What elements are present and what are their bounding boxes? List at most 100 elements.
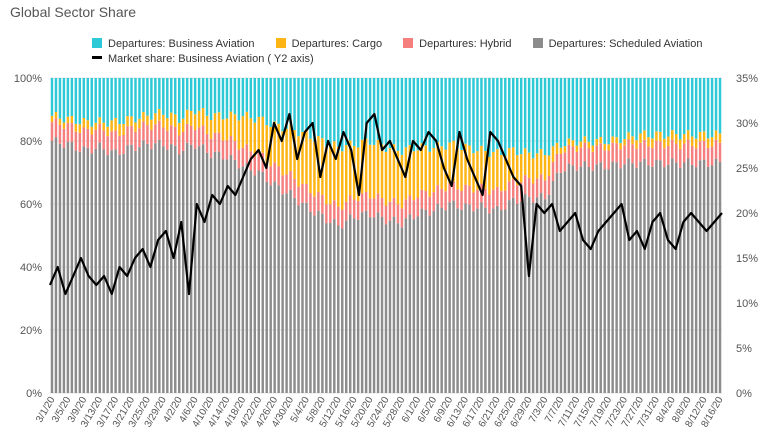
bar-segment-hybrid <box>575 151 579 171</box>
bar-segment-hybrid <box>496 186 499 206</box>
bar-segment-cargo <box>531 158 535 184</box>
bar-segment-cargo <box>456 148 459 190</box>
bar-segment-business <box>170 78 173 113</box>
bar-segment-cargo <box>496 149 499 187</box>
bar-segment-cargo <box>329 145 332 205</box>
bar-segment-hybrid <box>404 199 408 219</box>
legend-item-business[interactable]: Departures: Business Aviation <box>92 38 255 50</box>
bar-segment-business <box>380 78 384 145</box>
bar-segment-business <box>329 78 332 146</box>
bar-segment-hybrid <box>615 143 618 163</box>
bar-segment-scheduled <box>535 197 539 393</box>
bar-segment-cargo <box>253 122 257 157</box>
bar-segment-business <box>690 78 694 137</box>
bar-segment-hybrid <box>619 149 622 169</box>
bar-segment-cargo <box>539 148 543 175</box>
bar-segment-business <box>603 78 606 144</box>
bar-segment-cargo <box>237 120 241 150</box>
bar-segment-scheduled <box>643 158 646 393</box>
bar-segment-hybrid <box>663 148 666 168</box>
bar-segment-scheduled <box>488 213 491 393</box>
bar-segment-cargo <box>193 114 197 130</box>
bar-segment-scheduled <box>356 219 360 393</box>
bar-segment-cargo <box>476 151 479 190</box>
bar-segment-business <box>90 78 93 127</box>
bar-segment-business <box>126 78 129 117</box>
bar-segment-scheduled <box>86 147 90 393</box>
bar-segment-scheduled <box>702 159 706 393</box>
bar-segment-scheduled <box>531 202 535 393</box>
bar-segment-hybrid <box>710 146 714 166</box>
bar-segment-business <box>277 78 280 124</box>
bar-segment-cargo <box>424 145 427 192</box>
bar-segment-scheduled <box>241 166 245 393</box>
bar-segment-hybrid <box>317 191 320 211</box>
bar-segment-cargo <box>631 136 634 145</box>
bar-segment-scheduled <box>432 211 435 393</box>
bar-segment-cargo <box>118 124 121 136</box>
bar-segment-hybrid <box>325 204 328 224</box>
bar-segment-hybrid <box>181 132 185 151</box>
bar-segment-scheduled <box>686 158 690 393</box>
bar-segment-cargo <box>392 144 396 198</box>
legend-swatch <box>275 38 286 48</box>
bar-segment-cargo <box>257 116 260 152</box>
bar-segment-scheduled <box>428 215 431 393</box>
bar-segment-scheduled <box>261 171 264 393</box>
bar-segment-business <box>118 78 121 125</box>
bar-segment-business <box>583 78 587 137</box>
bar-segment-business <box>591 78 595 146</box>
legend-swatch <box>403 38 414 48</box>
bar-segment-scheduled <box>392 216 396 393</box>
bar-segment-scheduled <box>134 150 137 393</box>
bar-segment-hybrid <box>70 123 74 142</box>
bar-segment-hybrid <box>356 201 360 220</box>
bar-segment-cargo <box>575 145 579 152</box>
bar-segment-hybrid <box>631 144 634 164</box>
bar-segment-scheduled <box>348 214 352 393</box>
bar-segment-cargo <box>74 123 78 132</box>
bar-segment-scheduled <box>281 194 284 393</box>
bar-segment-hybrid <box>102 130 105 150</box>
bar-segment-scheduled <box>396 223 400 393</box>
bar-segment-business <box>217 78 221 113</box>
bar-segment-business <box>209 78 213 121</box>
bar-segment-cargo <box>209 120 213 139</box>
bar-segment-hybrid <box>82 127 86 147</box>
bar-segment-business <box>241 78 245 117</box>
bar-segment-cargo <box>337 146 340 207</box>
bar-segment-business <box>512 78 515 148</box>
bar-segment-cargo <box>265 125 268 163</box>
bar-segment-scheduled <box>50 141 54 393</box>
bar-segment-hybrid <box>313 196 316 216</box>
bar-segment-cargo <box>718 133 722 143</box>
bar-segment-cargo <box>174 114 177 127</box>
bar-segment-hybrid <box>682 143 686 163</box>
bar-segment-business <box>686 78 690 131</box>
bar-segment-business <box>352 78 356 146</box>
bar-segment-cargo <box>348 140 352 196</box>
bar-segment-business <box>619 78 622 144</box>
bar-segment-hybrid <box>579 147 583 167</box>
bar-segment-hybrid <box>78 132 82 152</box>
bar-segment-hybrid <box>50 122 54 141</box>
legend-item-market-share[interactable]: Market share: Business Aviation ( Y2 axi… <box>92 53 314 65</box>
bar-segment-business <box>472 78 475 154</box>
legend-item-scheduled[interactable]: Departures: Scheduled Aviation <box>532 38 702 50</box>
bar-segment-business <box>444 78 447 150</box>
bar-segment-business <box>146 78 149 116</box>
bar-segment-business <box>531 78 535 159</box>
bar-segment-cargo <box>277 123 280 167</box>
legend-item-hybrid[interactable]: Departures: Hybrid <box>403 38 512 50</box>
bar-segment-hybrid <box>197 127 201 147</box>
bar-segment-scheduled <box>329 223 332 393</box>
bar-segment-business <box>249 78 253 119</box>
bar-segment-scheduled <box>384 224 388 393</box>
bar-segment-scheduled <box>150 148 153 393</box>
bar-segment-business <box>134 78 137 123</box>
bar-segment-scheduled <box>607 169 610 393</box>
bar-segment-hybrid <box>321 194 324 214</box>
bar-segment-hybrid <box>233 141 237 160</box>
bar-segment-cargo <box>166 118 169 131</box>
legend-item-cargo[interactable]: Departures: Cargo <box>275 38 382 50</box>
